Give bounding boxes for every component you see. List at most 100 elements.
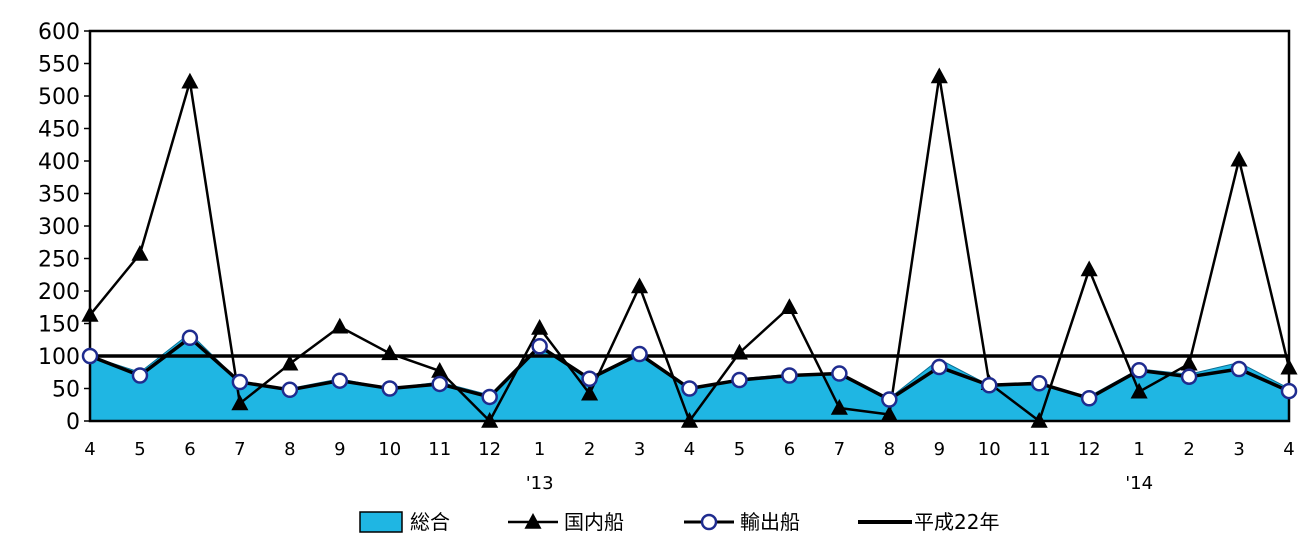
x-tick-label: 5 <box>134 439 145 460</box>
point-export <box>931 358 948 376</box>
point-domestic <box>581 384 599 401</box>
x-tick-label: 8 <box>284 439 295 460</box>
point-domestic <box>1030 412 1048 428</box>
legend-marker-export <box>700 513 718 531</box>
point-domestic <box>1280 358 1298 375</box>
x-tick-label: 10 <box>978 439 1001 460</box>
point-domestic <box>830 399 848 415</box>
point-domestic <box>680 412 699 428</box>
x-tick-label: 2 <box>1183 439 1194 460</box>
point-domestic <box>730 343 749 360</box>
x-tick-label: 9 <box>334 439 345 460</box>
x-tick-label: 4 <box>684 439 695 460</box>
point-domestic <box>1230 150 1248 167</box>
area-series-sogo <box>90 333 1289 421</box>
year-label: '14 <box>1125 473 1153 494</box>
y-tick-label: 200 <box>38 280 80 305</box>
x-tick-label: 7 <box>834 439 845 460</box>
point-domestic <box>231 394 249 411</box>
y-tick-label: 400 <box>38 150 80 175</box>
x-tick-label: 12 <box>1078 439 1101 460</box>
x-tick-label: 10 <box>378 439 401 460</box>
point-export <box>481 388 498 406</box>
point-export <box>381 380 398 397</box>
point-export <box>431 375 448 393</box>
y-tick-label: 450 <box>38 118 80 143</box>
x-tick-label: 11 <box>428 439 451 460</box>
point-export <box>581 370 598 387</box>
point-domestic <box>880 405 898 422</box>
x-tick-label: 1 <box>534 439 545 460</box>
point-export <box>131 367 149 384</box>
legend-label-domestic: 国内船 <box>564 510 624 534</box>
point-domestic <box>481 412 499 428</box>
y-tick-label: 500 <box>38 85 80 110</box>
point-export <box>531 338 548 355</box>
legend-swatch-sogo <box>359 511 403 533</box>
point-export <box>831 365 848 382</box>
point-domestic <box>930 67 948 84</box>
y-tick-label: 600 <box>38 20 80 45</box>
x-tick-label: 12 <box>478 439 501 460</box>
point-export <box>181 329 199 347</box>
x-tick-label: 9 <box>934 439 945 460</box>
legend-label-export: 輸出船 <box>740 510 800 534</box>
point-domestic <box>381 344 399 361</box>
point-export <box>881 391 898 408</box>
x-tick-label: 3 <box>1233 439 1244 460</box>
point-domestic <box>630 277 649 294</box>
point-domestic <box>431 361 449 378</box>
x-tick-label: 4 <box>84 439 95 460</box>
point-domestic <box>780 298 798 314</box>
point-domestic <box>331 317 349 334</box>
legend-marker-domestic <box>524 513 542 529</box>
y-tick-label: 100 <box>38 345 80 370</box>
point-domestic <box>1130 382 1148 399</box>
x-tick-label: 4 <box>1283 439 1294 460</box>
point-domestic <box>131 244 149 261</box>
point-export <box>1230 360 1248 378</box>
x-tick-label: 3 <box>634 439 645 460</box>
legend-label-sogo: 総合 <box>410 510 450 534</box>
point-export <box>1030 375 1048 392</box>
point-export <box>731 371 748 389</box>
x-tick-label: 1 <box>1133 439 1144 460</box>
point-export <box>681 380 698 397</box>
point-export <box>631 345 648 363</box>
point-export <box>1130 362 1148 379</box>
point-export <box>231 373 249 391</box>
y-tick-label: 150 <box>38 313 80 338</box>
point-export <box>981 377 998 394</box>
plot-frame <box>88 29 1291 423</box>
x-tick-label: 6 <box>184 439 195 460</box>
legend-label-reference: 平成22年 <box>914 510 999 534</box>
y-tick-label: 350 <box>38 183 80 208</box>
point-export <box>1080 390 1098 407</box>
y-tick-label: 550 <box>38 53 80 78</box>
point-export <box>1180 368 1198 386</box>
point-export <box>331 372 349 389</box>
point-export <box>281 381 299 399</box>
series-line-domestic <box>89 75 1291 423</box>
point-domestic <box>1180 354 1198 371</box>
point-export <box>781 367 798 384</box>
y-tick-label: 250 <box>38 248 80 273</box>
x-tick-label: 7 <box>234 439 245 460</box>
x-tick-label: 11 <box>1028 439 1051 460</box>
point-domestic <box>281 354 299 371</box>
x-tick-label: 2 <box>584 439 595 460</box>
y-tick-label: 300 <box>38 215 80 240</box>
x-tick-label: 5 <box>734 439 745 460</box>
point-domestic <box>1080 260 1098 277</box>
x-tick-label: 8 <box>884 439 895 460</box>
year-label: '13 <box>526 473 554 494</box>
y-tick-label: 50 <box>52 378 80 403</box>
point-domestic <box>181 72 199 89</box>
point-domestic <box>81 306 99 322</box>
point-export <box>81 347 99 365</box>
point-domestic <box>531 319 549 335</box>
point-export <box>1280 382 1298 400</box>
y-tick-label: 0 <box>66 410 80 435</box>
